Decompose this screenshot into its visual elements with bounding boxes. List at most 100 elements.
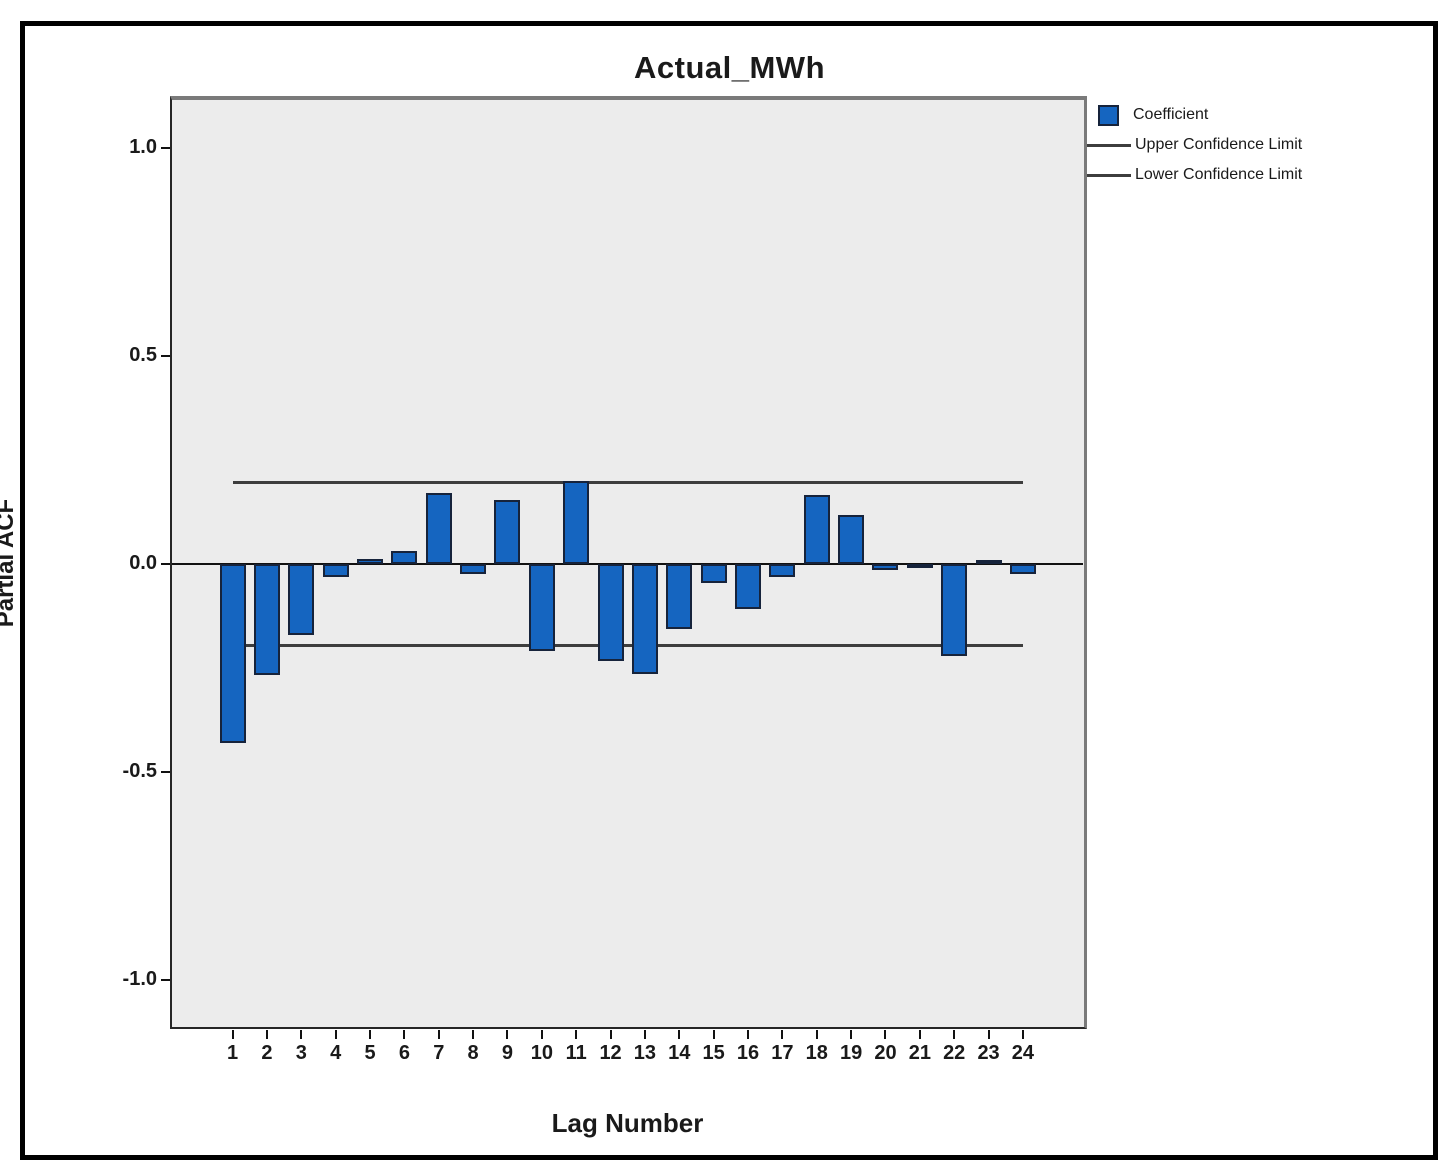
x-tick-mark — [403, 1030, 406, 1039]
bar-lag-11 — [563, 480, 590, 564]
bar-lag-19 — [838, 514, 865, 564]
bar-lag-13 — [631, 564, 658, 675]
legend-label-upper-confidence: Upper Confidence Limit — [1135, 136, 1303, 153]
x-tick-mark — [369, 1030, 372, 1039]
x-tick-label: 17 — [771, 1042, 794, 1064]
legend: Coefficient Upper Confidence Limit Lower… — [1087, 100, 1417, 190]
bar-lag-23 — [975, 559, 1002, 564]
bar-lag-15 — [700, 564, 727, 583]
bar-lag-12 — [597, 564, 624, 661]
legend-label-lower-confidence: Lower Confidence Limit — [1135, 166, 1303, 183]
lower-confidence-line — [232, 643, 1023, 647]
x-tick-label: 15 — [702, 1042, 725, 1064]
bar-lag-21 — [906, 564, 933, 568]
zero-line — [172, 563, 1083, 565]
x-tick-mark — [643, 1030, 646, 1039]
x-tick-mark — [231, 1030, 234, 1039]
y-tick-label: 0.0 — [129, 552, 157, 574]
x-tick-label: 16 — [736, 1042, 760, 1064]
upper-confidence-line-swatch-icon — [1087, 143, 1131, 147]
bar-lag-17 — [769, 564, 796, 577]
x-tick-label: 1 — [227, 1042, 239, 1064]
x-tick-mark — [678, 1030, 681, 1039]
x-tick-mark — [575, 1030, 578, 1039]
x-tick-mark — [884, 1030, 887, 1039]
y-tick-label: 1.0 — [129, 135, 157, 158]
x-tick-label: 6 — [398, 1042, 410, 1064]
bar-lag-8 — [460, 564, 487, 574]
lower-confidence-line-swatch-icon — [1087, 173, 1131, 177]
x-tick-mark — [712, 1030, 715, 1039]
bar-lag-5 — [357, 559, 384, 564]
bar-lag-3 — [288, 564, 315, 635]
x-axis-title: Lag Number — [551, 1108, 704, 1138]
bar-lag-16 — [735, 564, 762, 609]
bar-lag-6 — [391, 550, 418, 564]
y-tick-label: 0.5 — [129, 343, 157, 366]
x-tick-label: 9 — [501, 1042, 514, 1064]
bar-lag-2 — [253, 564, 280, 675]
x-tick-mark — [437, 1030, 440, 1039]
bar-lag-7 — [425, 493, 452, 564]
x-tick-mark — [300, 1030, 303, 1039]
x-tick-label: 20 — [874, 1042, 897, 1064]
x-tick-label: 23 — [977, 1042, 1000, 1064]
x-tick-label: 24 — [1011, 1042, 1035, 1064]
x-tick-mark — [850, 1030, 853, 1039]
y-tick-label: -1.0 — [122, 968, 157, 991]
x-tick-mark — [918, 1030, 921, 1039]
x-tick-mark — [1021, 1030, 1024, 1039]
y-tick-mark — [161, 354, 170, 357]
x-tick-label: 12 — [599, 1042, 622, 1064]
x-tick-mark — [472, 1030, 475, 1039]
y-tick-mark — [161, 146, 170, 149]
bar-lag-9 — [494, 500, 521, 564]
x-tick-mark — [781, 1030, 784, 1039]
x-tick-mark — [334, 1030, 337, 1039]
x-tick-label: 7 — [433, 1042, 445, 1064]
x-tick-label: 5 — [364, 1042, 376, 1064]
y-tick-label: -0.5 — [122, 760, 157, 783]
y-tick-mark — [161, 979, 170, 982]
bar-lag-18 — [803, 494, 830, 564]
legend-item-upper-confidence: Upper Confidence Limit — [1087, 130, 1417, 160]
x-tick-label: 8 — [467, 1042, 479, 1064]
bar-lag-10 — [528, 564, 555, 651]
legend-item-coefficient: Coefficient — [1087, 100, 1417, 130]
x-tick-label: 3 — [295, 1042, 307, 1064]
x-tick-mark — [815, 1030, 818, 1039]
bar-lag-20 — [872, 564, 899, 570]
x-tick-label: 13 — [633, 1042, 657, 1064]
coefficient-swatch-icon — [1098, 104, 1119, 126]
x-tick-label: 11 — [565, 1042, 587, 1064]
x-tick-mark — [953, 1030, 956, 1039]
x-tick-mark — [609, 1030, 612, 1039]
x-tick-label: 14 — [668, 1042, 691, 1064]
bar-lag-1 — [219, 564, 246, 744]
bar-lag-22 — [941, 564, 968, 656]
x-tick-label: 18 — [805, 1042, 828, 1064]
plot-area — [170, 96, 1087, 1029]
y-axis-title: Partial ACF — [0, 498, 19, 628]
bar-lag-14 — [666, 564, 693, 629]
upper-confidence-line — [232, 481, 1023, 485]
x-tick-mark — [747, 1030, 750, 1039]
bar-lag-4 — [322, 564, 349, 578]
x-tick-label: 2 — [261, 1042, 273, 1064]
y-tick-mark — [161, 563, 170, 565]
x-tick-label: 22 — [943, 1042, 966, 1064]
x-tick-label: 10 — [530, 1042, 553, 1064]
x-tick-mark — [506, 1030, 509, 1039]
x-tick-mark — [540, 1030, 543, 1039]
bar-lag-24 — [1009, 564, 1036, 574]
y-tick-mark — [161, 771, 170, 774]
x-tick-label: 21 — [908, 1042, 931, 1064]
x-tick-mark — [265, 1030, 268, 1039]
x-tick-label: 19 — [839, 1042, 863, 1064]
chart-title: Actual_MWh — [634, 50, 825, 85]
legend-item-lower-confidence: Lower Confidence Limit — [1087, 160, 1417, 190]
legend-label-coefficient: Coefficient — [1133, 106, 1209, 123]
x-tick-mark — [987, 1030, 990, 1039]
x-tick-label: 4 — [330, 1042, 342, 1064]
